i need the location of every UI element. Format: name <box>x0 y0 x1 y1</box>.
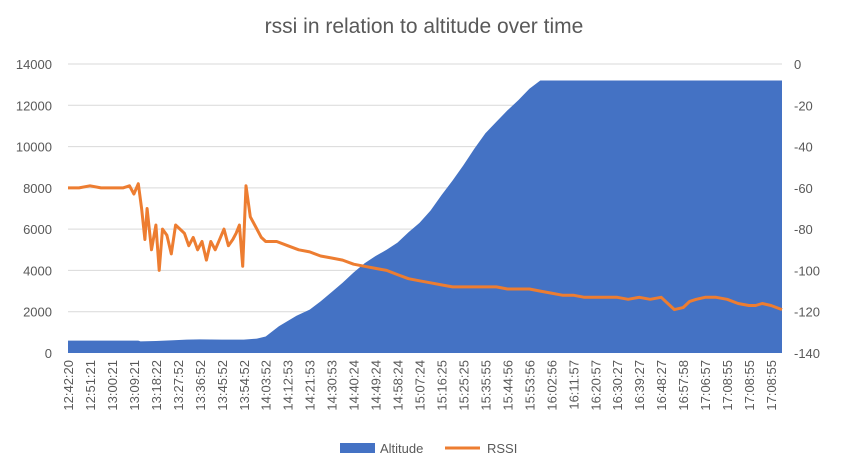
x-tick-label: 16:20:57 <box>588 360 603 411</box>
legend-rssi-label: RSSI <box>487 441 517 456</box>
altitude-area-layer <box>68 80 782 353</box>
left-axis-ticks: 0 2000 4000 6000 8000 10000 12000 14000 <box>16 57 52 361</box>
x-axis-ticks: 12:42:20 12:51:21 13:00:21 13:09:21 13:18:22… <box>61 360 779 411</box>
legend-altitude-label: Altitude <box>380 441 423 456</box>
x-tick-label: 14:21:53 <box>303 360 318 411</box>
right-tick-label: -100 <box>794 263 820 278</box>
right-tick-label: -80 <box>794 222 813 237</box>
x-tick-label: 13:00:21 <box>105 360 120 411</box>
x-tick-label: 13:45:52 <box>215 360 230 411</box>
x-tick-label: 16:11:57 <box>566 360 581 410</box>
x-tick-label: 14:30:53 <box>325 360 340 411</box>
left-tick-label: 12000 <box>16 98 52 113</box>
x-tick-label: 17:06:57 <box>698 360 713 411</box>
x-tick-label: 14:49:24 <box>369 360 384 411</box>
x-tick-label: 12:51:21 <box>83 360 98 411</box>
x-tick-label: 14:58:24 <box>391 360 406 411</box>
x-tick-label: 14:03:52 <box>259 360 274 411</box>
legend-altitude-swatch <box>340 443 375 453</box>
rssi-line-layer <box>68 182 783 312</box>
left-tick-label: 14000 <box>16 57 52 72</box>
x-tick-label: 16:02:56 <box>544 360 559 411</box>
x-tick-label: 13:27:52 <box>171 360 186 411</box>
left-tick-label: 10000 <box>16 140 52 155</box>
x-tick-label: 16:57:58 <box>676 360 691 411</box>
x-tick-label: 15:25:25 <box>456 360 471 411</box>
left-tick-label: 2000 <box>23 305 52 320</box>
x-tick-label: 15:53:56 <box>522 360 537 411</box>
x-tick-label: 17:08:55 <box>764 360 779 411</box>
legend: Altitude RSSI <box>340 441 517 456</box>
right-tick-label: -20 <box>794 98 813 113</box>
right-tick-label: -60 <box>794 181 813 196</box>
altitude-area <box>68 80 782 353</box>
right-tick-label: -140 <box>794 346 820 361</box>
right-axis-ticks: -140 -120 -100 -80 -60 -40 -20 0 <box>794 57 820 361</box>
left-tick-label: 6000 <box>23 222 52 237</box>
x-tick-label: 12:42:20 <box>61 360 76 411</box>
x-tick-label: 17:08:55 <box>720 360 735 411</box>
x-tick-label: 16:30:27 <box>610 360 625 411</box>
x-tick-label: 15:16:25 <box>434 360 449 411</box>
x-tick-label: 16:39:27 <box>632 360 647 411</box>
chart-title: rssi in relation to altitude over time <box>265 15 584 38</box>
x-tick-label: 15:44:56 <box>500 360 515 411</box>
x-tick-label: 13:09:21 <box>127 360 142 411</box>
right-tick-label: -40 <box>794 140 813 155</box>
x-tick-label: 13:36:52 <box>193 360 208 411</box>
right-tick-label: -120 <box>794 305 820 320</box>
x-tick-label: 14:40:24 <box>347 360 362 411</box>
x-tick-label: 14:12:53 <box>281 360 296 411</box>
x-tick-label: 15:07:24 <box>413 360 428 411</box>
x-tick-label: 13:54:52 <box>237 360 252 411</box>
left-tick-label: 0 <box>45 346 52 361</box>
x-tick-label: 17:08:55 <box>742 360 757 411</box>
left-tick-label: 8000 <box>23 181 52 196</box>
right-tick-label: 0 <box>794 57 801 72</box>
rssi-line <box>68 182 783 312</box>
x-tick-label: 13:18:22 <box>149 360 164 411</box>
x-tick-label: 16:48:27 <box>654 360 669 411</box>
x-tick-label: 15:35:55 <box>478 360 493 411</box>
left-tick-label: 4000 <box>23 263 52 278</box>
